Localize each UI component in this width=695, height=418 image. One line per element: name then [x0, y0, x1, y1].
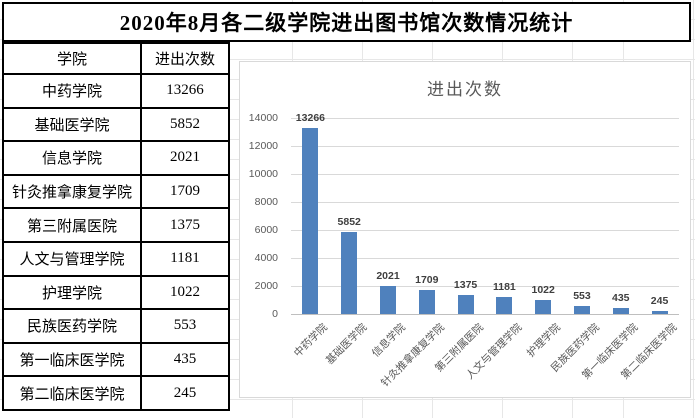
header-college[interactable]: 学院	[2, 42, 142, 75]
table-row: 民族医药学院 553	[2, 308, 230, 344]
table-row: 人文与管理学院 1181	[2, 240, 230, 277]
bar-slot: 245	[640, 118, 679, 314]
y-gridline	[291, 286, 679, 287]
college-cell[interactable]: 第二临床医学院	[2, 375, 142, 411]
bar-chart[interactable]: 进出次数 0 2000 4000 6000 8000 10000 12000 14000 132…	[239, 61, 691, 398]
count-cell[interactable]: 1181	[140, 240, 230, 277]
college-cell[interactable]: 信息学院	[2, 140, 142, 176]
y-axis-tick-label: 6000	[254, 224, 278, 236]
bar-value-label: 1709	[415, 274, 439, 287]
bar-value-label: 1022	[531, 283, 555, 296]
x-category-label: 基础医学院	[324, 322, 370, 368]
bar-slot: 1022	[524, 118, 563, 314]
table-row: 针灸推拿康复学院 1709	[2, 173, 230, 210]
page-title[interactable]: 2020年8月各二级学院进出图书馆次数情况统计	[2, 2, 691, 42]
bar-针灸推拿康复学院[interactable]	[418, 290, 435, 314]
bar-value-label: 5852	[337, 216, 361, 229]
y-gridline	[291, 118, 679, 119]
y-axis-tick-label: 12000	[248, 140, 278, 152]
y-gridline	[291, 202, 679, 203]
count-cell[interactable]: 1375	[140, 207, 230, 243]
grid-column-line	[693, 0, 694, 418]
bar-第一临床医学院[interactable]	[612, 307, 629, 314]
count-cell[interactable]: 2021	[140, 140, 230, 176]
college-cell[interactable]: 民族医药学院	[2, 308, 142, 344]
bar-基础医学院[interactable]	[341, 232, 358, 314]
bar-第二临床医学院[interactable]	[651, 310, 668, 314]
bar-slot: 1181	[485, 118, 524, 314]
count-cell[interactable]: 245	[140, 375, 230, 411]
college-count-table: 学院 进出次数 中药学院 13266 基础医学院 5852 信息学院 2021 针灸推拿康复…	[2, 42, 230, 411]
count-cell[interactable]: 1709	[140, 173, 230, 210]
college-cell[interactable]: 护理学院	[2, 274, 142, 311]
bar-信息学院[interactable]	[379, 285, 396, 314]
count-cell[interactable]: 5852	[140, 106, 230, 143]
college-cell[interactable]: 第一临床医学院	[2, 341, 142, 378]
count-cell[interactable]: 13266	[140, 73, 230, 109]
college-cell[interactable]: 人文与管理学院	[2, 240, 142, 277]
bar-slot: 2021	[369, 118, 408, 314]
bar-护理学院[interactable]	[535, 299, 552, 314]
y-gridline	[291, 258, 679, 259]
y-axis-tick-label: 0	[272, 308, 278, 320]
x-label-slot: 基础医学院	[324, 318, 369, 398]
bar-slot: 5852	[330, 118, 369, 314]
y-gridline	[291, 174, 679, 175]
bar-value-label: 1181	[492, 281, 516, 294]
bar-slot: 1709	[407, 118, 446, 314]
bar-value-label: 553	[573, 290, 591, 303]
college-cell[interactable]: 针灸推拿康复学院	[2, 173, 142, 210]
college-cell[interactable]: 基础医学院	[2, 106, 142, 143]
y-axis-tick-label: 10000	[248, 168, 278, 180]
y-gridline	[291, 230, 679, 231]
table-row: 第三附属医院 1375	[2, 207, 230, 243]
count-cell[interactable]: 435	[140, 341, 230, 378]
table-row: 中药学院 13266	[2, 73, 230, 109]
table-row: 基础医学院 5852	[2, 106, 230, 143]
y-gridline	[291, 146, 679, 147]
table-header-row: 学院 进出次数	[2, 42, 230, 75]
table-row: 护理学院 1022	[2, 274, 230, 311]
bar-value-label: 13266	[295, 112, 325, 125]
bar-value-label: 2021	[376, 269, 400, 282]
x-axis-labels: 中药学院 基础医学院 信息学院 针灸推拿康复学院 第三附属医院 人文与管理学院 护理学院 民族…	[291, 318, 680, 398]
bar-value-label: 435	[612, 291, 630, 304]
bar-value-label: 1375	[453, 278, 478, 291]
y-axis-tick-label: 8000	[254, 196, 278, 208]
college-cell[interactable]: 第三附属医院	[2, 207, 142, 243]
table-row: 第二临床医学院 245	[2, 375, 230, 411]
y-axis-tick-label: 2000	[254, 280, 278, 292]
table-row: 信息学院 2021	[2, 140, 230, 176]
y-axis-tick-label: 14000	[248, 112, 278, 124]
bar-slot: 435	[601, 118, 640, 314]
chart-title: 进出次数	[427, 80, 503, 99]
count-cell[interactable]: 553	[140, 308, 230, 344]
bar-value-label: 245	[650, 294, 669, 307]
count-cell[interactable]: 1022	[140, 274, 230, 311]
bar-民族医药学院[interactable]	[573, 306, 590, 314]
bar-中药学院[interactable]	[302, 128, 319, 314]
y-axis-tick-label: 4000	[254, 252, 278, 264]
plot-area: 13266 5852 2021 1709 1375 1181 1022 553 435 245	[291, 112, 679, 314]
x-axis-line	[291, 314, 679, 315]
bar-slot: 553	[563, 118, 602, 314]
bar-slot: 13266	[291, 112, 330, 314]
bar-第三附属医院[interactable]	[457, 294, 474, 314]
x-label-slot: 人文与管理学院	[465, 318, 525, 398]
x-label-slot: 第二临床医学院	[620, 318, 680, 398]
college-cell[interactable]: 中药学院	[2, 73, 142, 109]
table-row: 第一临床医学院 435	[2, 341, 230, 378]
header-count[interactable]: 进出次数	[140, 42, 230, 75]
bar-slot: 1375	[446, 118, 485, 314]
bar-人文与管理学院[interactable]	[496, 297, 513, 314]
